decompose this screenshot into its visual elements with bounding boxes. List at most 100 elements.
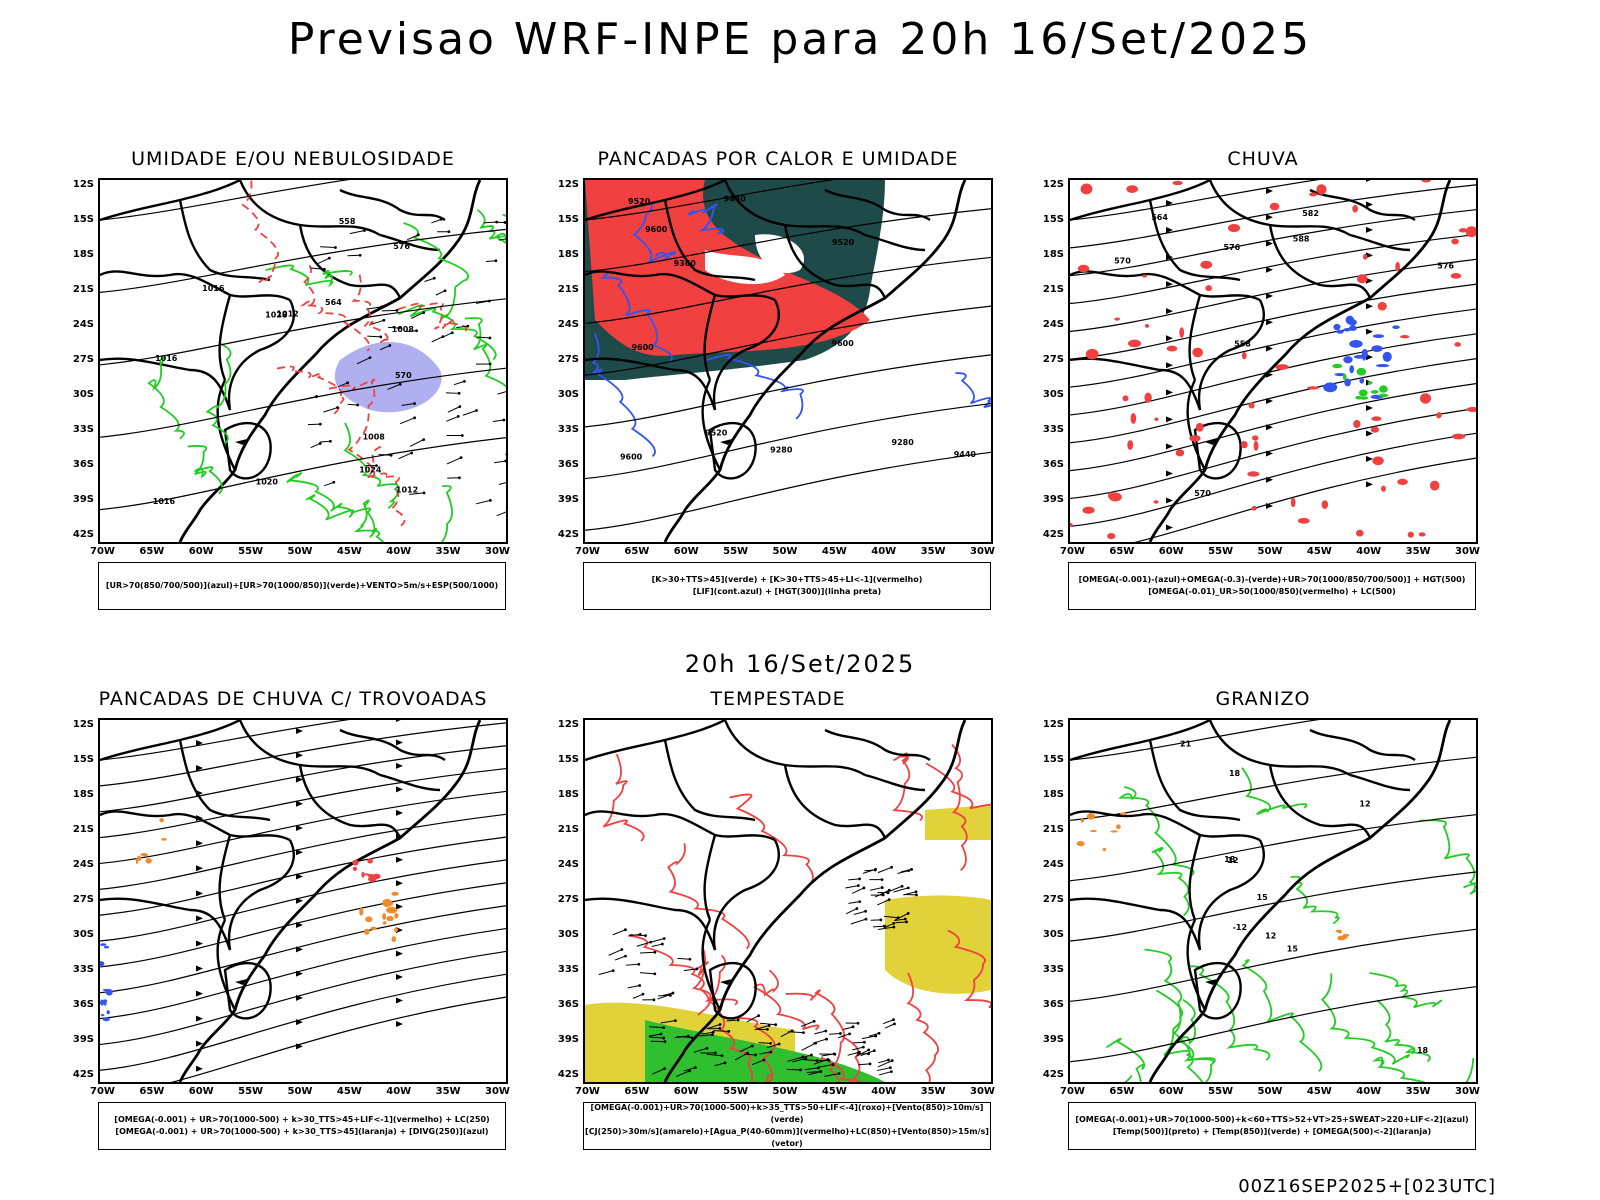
streamline — [100, 813, 506, 890]
wind-vector — [677, 957, 690, 960]
rain-cell-cell — [1370, 426, 1380, 433]
lon-tick-label: 70W — [575, 1086, 600, 1097]
lon-tick-label: 50W — [287, 546, 313, 557]
lon-tick-label: 30W — [970, 1086, 995, 1097]
lat-tick-label: 27S — [557, 894, 579, 905]
omega-500-area-cell — [1342, 933, 1350, 937]
contour-label: 1016 — [202, 284, 225, 293]
rain-cell-cell — [1247, 471, 1260, 477]
wind-vector-head — [624, 954, 627, 958]
humidity-low-contour-line — [440, 485, 453, 542]
coastline — [178, 720, 482, 1082]
wind-vectors — [306, 217, 506, 517]
map-borders — [1070, 720, 1452, 1082]
map-canvas — [585, 720, 991, 1082]
wind-vector-head — [611, 969, 615, 973]
wind-vector-head — [379, 335, 383, 339]
run-timestamp: 00Z16SEP2025+[023UTC] — [1238, 1176, 1496, 1197]
flow-arrow — [1266, 502, 1273, 509]
wind-vector-head — [819, 1070, 823, 1073]
wind-vector-head — [762, 1058, 766, 1062]
wind-vector-head — [458, 476, 461, 480]
wind-vector — [676, 1070, 690, 1077]
omega-strong-area-cell — [1342, 373, 1347, 381]
lon-tick-label: 30W — [1455, 546, 1480, 557]
lon-tick-label: 40W — [871, 546, 897, 557]
flow-arrow — [1366, 328, 1373, 335]
humidity-low-contour-line — [502, 213, 506, 218]
rain-cell-cell — [1240, 440, 1248, 449]
flow-arrow — [1366, 226, 1373, 233]
omega-area-cell — [1349, 365, 1355, 374]
legend-line: [OMEGA(-0.001) + UR>70(1000-500) + k>30_… — [115, 1127, 489, 1136]
contour-label: 9360 — [674, 259, 697, 268]
wind-vector-head — [868, 1062, 872, 1066]
wind-vector-head — [391, 300, 394, 304]
wind-vector-head — [815, 1059, 819, 1063]
lon-tick-label: 60W — [673, 1086, 699, 1097]
contour-label: 18 — [1229, 769, 1241, 778]
contour-label: 1016 — [155, 354, 178, 363]
wind-vector-head — [812, 1019, 816, 1023]
wind-vector-head — [416, 233, 420, 237]
state-border — [1309, 728, 1416, 762]
lon-tick-label: 40W — [386, 1086, 412, 1097]
lon-tick-label: 45W — [821, 1086, 847, 1097]
lon-tick-label: 45W — [336, 1086, 362, 1097]
wind-vector — [492, 419, 504, 422]
contour-label: 1012 — [276, 309, 298, 318]
rain-cell-cell — [1227, 223, 1241, 233]
omega-area-cell — [1359, 377, 1365, 384]
omega-area-cell — [1372, 334, 1385, 339]
wind-vector — [446, 457, 462, 465]
wind-vector-head — [888, 1066, 892, 1070]
rain-cell-cell — [1362, 253, 1368, 260]
contour-label: 582 — [1302, 209, 1319, 218]
divergence-area-cell — [100, 943, 107, 947]
flow-arrow — [196, 740, 203, 746]
state-border — [712, 839, 780, 951]
wind-vector — [848, 901, 860, 904]
rain-cell-cell — [1352, 204, 1359, 213]
divergence-area — [100, 943, 113, 1022]
panel-legend: [OMEGA(-0.001) + UR>70(1000-500) + k>30_… — [98, 1102, 506, 1150]
state-border — [298, 764, 402, 839]
wind-vector — [858, 1063, 871, 1066]
wind-vector — [406, 234, 419, 241]
wind-vector-head — [861, 1045, 865, 1049]
thunderstorm-orange-cell — [159, 818, 165, 823]
wind-vector — [848, 878, 860, 881]
omega-500-area-cell — [1110, 830, 1118, 833]
lat-tick-label: 15S — [72, 214, 94, 225]
streamline — [1070, 258, 1476, 332]
wind-vector-head — [893, 1022, 896, 1026]
contour-label: 576 — [1224, 243, 1241, 252]
flow-arrow — [196, 1015, 203, 1022]
streamline — [100, 180, 350, 221]
wind-vector — [766, 1043, 780, 1049]
wind-vector — [754, 1025, 770, 1031]
wind-vector-head — [877, 1031, 881, 1035]
contour-label: 9520 — [628, 197, 651, 206]
page-title: Previsao WRF-INPE para 20h 16/Set/2025 — [287, 14, 1313, 65]
wind-vector-head — [705, 1046, 709, 1050]
omega-strong-area-cell — [1356, 367, 1367, 376]
wind-vector — [320, 440, 331, 443]
wind-vector-head — [887, 1058, 890, 1062]
wind-vector — [379, 301, 393, 308]
wind-vector-head — [757, 1014, 761, 1018]
thickness-contour-line — [241, 180, 279, 284]
contour-label: 1024 — [359, 465, 382, 474]
state-border — [178, 199, 271, 282]
temp850-contour-line — [1320, 973, 1410, 1065]
wind-vector-head — [848, 1032, 851, 1036]
flow-arrow — [396, 997, 403, 1004]
state-border — [379, 773, 441, 792]
omega-area-cell — [1361, 348, 1368, 359]
wind-vector — [409, 492, 425, 495]
wind-vector-head — [398, 382, 402, 386]
temp850-contour-line — [1124, 1074, 1133, 1082]
wind-vector-head — [892, 925, 896, 929]
wind-vector-head — [855, 907, 859, 910]
wind-vector-head — [856, 884, 860, 887]
